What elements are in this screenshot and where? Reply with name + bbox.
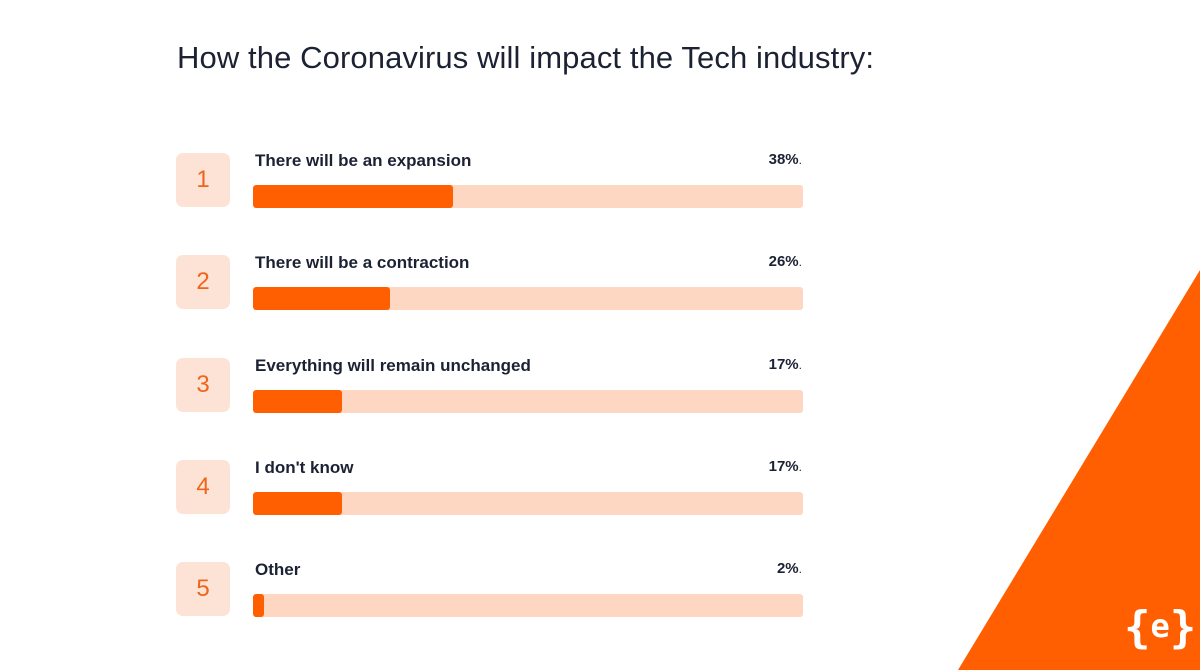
bar-fill <box>253 594 264 617</box>
value-label-text: 17% <box>768 356 799 373</box>
value-label: 2%. <box>777 560 802 577</box>
value-label-text: 38% <box>768 151 799 168</box>
value-label-text: 26% <box>768 253 799 270</box>
rank-badge: 5 <box>176 562 230 616</box>
value-label: 17%. <box>769 458 802 475</box>
brand-logo: {e} <box>1124 598 1196 656</box>
rank-badge: 4 <box>176 460 230 514</box>
value-label-dot: . <box>798 153 802 167</box>
category-label: There will be a contraction <box>255 253 470 272</box>
value-label: 38%. <box>769 151 802 168</box>
bar-fill <box>253 287 390 310</box>
value-label: 26%. <box>769 253 802 270</box>
rank-badge: 1 <box>176 153 230 207</box>
bar-fill <box>253 390 342 413</box>
bar-track <box>253 390 803 413</box>
rank-badge: 3 <box>176 358 230 412</box>
bar-row: 3 Everything will remain unchanged 17%. <box>0 356 1200 420</box>
bar-row: 2 There will be a contraction 26%. <box>0 253 1200 317</box>
logo-left-brace: { <box>1124 602 1151 653</box>
bar-row: 4 I don't know 17%. <box>0 458 1200 522</box>
logo-right-brace: } <box>1169 602 1197 653</box>
category-label: Everything will remain unchanged <box>255 356 531 375</box>
rank-badge: 2 <box>176 255 230 309</box>
logo-letter: e <box>1150 607 1170 645</box>
value-label-dot: . <box>798 460 802 474</box>
accent-triangle-shape <box>958 270 1200 670</box>
bar-row: 5 Other 2%. <box>0 560 1200 624</box>
category-label: There will be an expansion <box>255 151 472 170</box>
bar-track <box>253 185 803 208</box>
value-label-text: 2% <box>776 560 799 577</box>
bar-track <box>253 594 803 617</box>
bar-fill <box>253 185 453 208</box>
value-label-dot: . <box>798 358 802 372</box>
chart-title: How the Coronavirus will impact the Tech… <box>177 40 875 75</box>
value-label-dot: . <box>798 562 802 576</box>
bar-row: 1 There will be an expansion 38%. <box>0 151 1200 215</box>
category-label: Other <box>255 560 301 579</box>
value-label-text: 17% <box>768 458 799 475</box>
bar-track <box>253 287 803 310</box>
bar-track <box>253 492 803 515</box>
category-label: I don't know <box>255 458 354 477</box>
value-label: 17%. <box>769 356 802 373</box>
value-label-dot: . <box>798 255 802 269</box>
bar-fill <box>253 492 342 515</box>
